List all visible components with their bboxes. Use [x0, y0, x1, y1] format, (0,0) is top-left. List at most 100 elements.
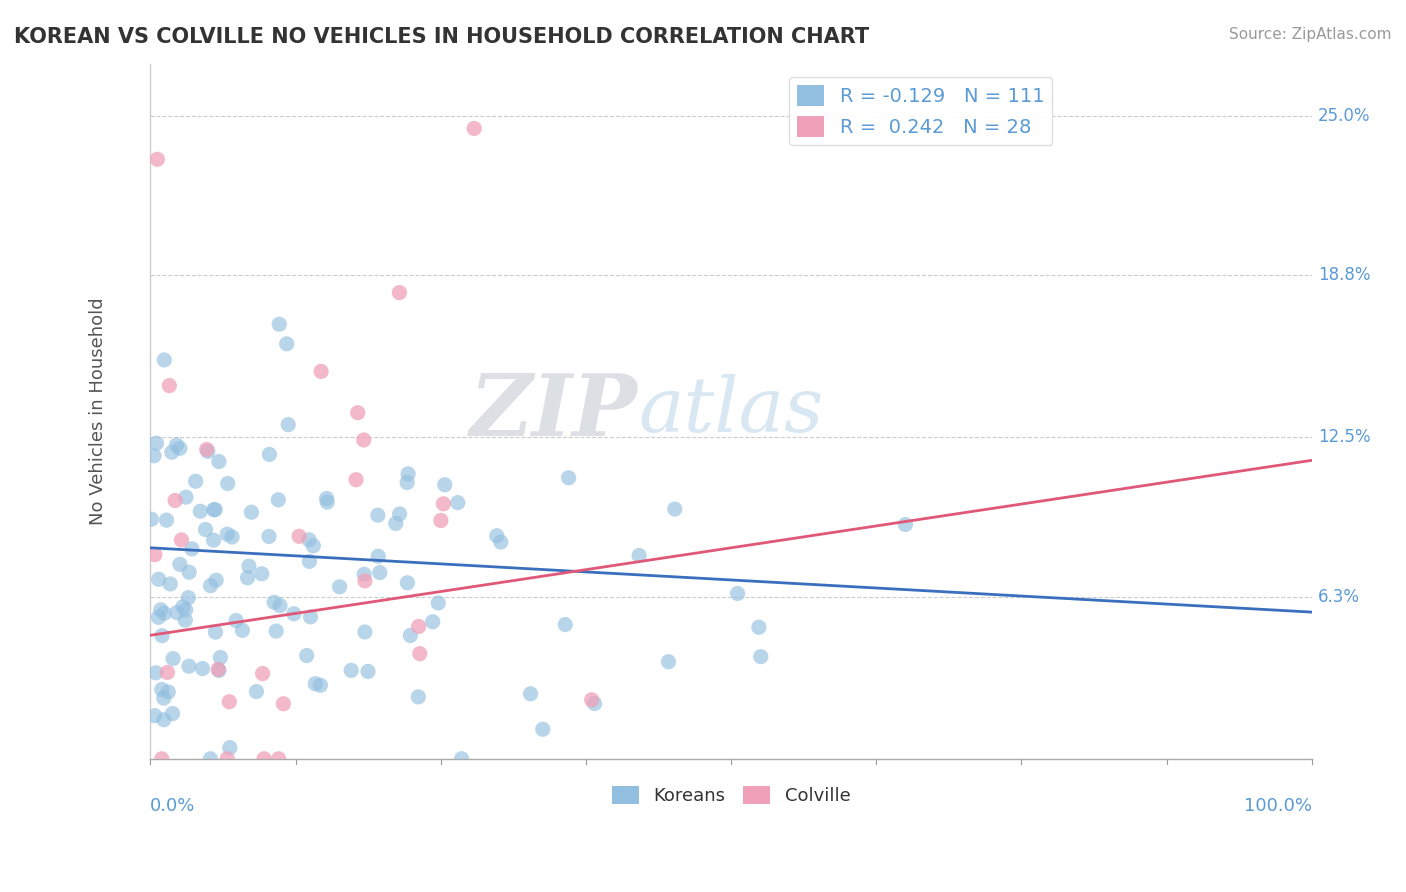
Point [204, 625, 226, 640]
Point [340, 664, 363, 678]
Point [236, 571, 259, 585]
Point [149, 603, 172, 617]
Point [519, 687, 541, 701]
Point [177, 591, 200, 605]
Point [162, 651, 184, 665]
Point [169, 558, 191, 572]
Point [302, 539, 325, 553]
Point [202, 533, 225, 548]
Point [166, 606, 188, 620]
Point [408, 690, 430, 704]
Point [225, 614, 247, 628]
Point [664, 502, 686, 516]
Point [353, 433, 375, 447]
Point [273, 697, 295, 711]
Point [145, 436, 167, 450]
Point [143, 708, 166, 723]
Point [353, 567, 375, 582]
Point [250, 566, 273, 581]
Point [217, 752, 239, 766]
Point [354, 625, 377, 640]
Point [396, 467, 419, 481]
Point [188, 504, 211, 518]
Point [157, 685, 180, 699]
Point [218, 740, 240, 755]
Text: 100.0%: 100.0% [1244, 797, 1312, 815]
Point [200, 752, 222, 766]
Point [160, 445, 183, 459]
Point [172, 599, 194, 614]
Point [157, 378, 180, 392]
Point [269, 318, 291, 332]
Text: KOREAN VS COLVILLE NO VEHICLES IN HOUSEHOLD CORRELATION CHART: KOREAN VS COLVILLE NO VEHICLES IN HOUSEH… [14, 27, 869, 46]
Point [253, 752, 276, 766]
Point [344, 473, 367, 487]
Point [145, 665, 167, 680]
Point [195, 442, 218, 457]
Point [267, 752, 290, 766]
Point [221, 530, 243, 544]
Point [156, 665, 179, 680]
Point [194, 523, 217, 537]
Point [531, 723, 554, 737]
Point [218, 695, 240, 709]
Point [146, 153, 169, 167]
Point [143, 548, 166, 562]
Point [288, 529, 311, 543]
Point [179, 565, 201, 579]
Point [217, 476, 239, 491]
Legend: R = -0.129   N = 111, R =  0.242   N = 28: R = -0.129 N = 111, R = 0.242 N = 28 [789, 78, 1053, 145]
Text: ZIP: ZIP [471, 369, 638, 453]
Point [152, 691, 174, 706]
Point [153, 713, 176, 727]
Point [749, 649, 772, 664]
Point [304, 677, 326, 691]
Text: atlas: atlas [638, 375, 824, 449]
Point [894, 517, 917, 532]
Text: 6.3%: 6.3% [1317, 588, 1360, 606]
Point [165, 493, 187, 508]
Point [205, 573, 228, 587]
Point [204, 502, 226, 516]
Point [432, 497, 454, 511]
Point [295, 648, 318, 663]
Point [240, 505, 263, 519]
Point [422, 615, 444, 629]
Point [141, 512, 163, 526]
Point [277, 417, 299, 432]
Point [174, 603, 197, 617]
Point [150, 682, 173, 697]
Point [208, 454, 231, 468]
Point [433, 477, 456, 491]
Point [148, 610, 170, 624]
Point [450, 752, 472, 766]
Point [150, 752, 173, 766]
Point [263, 595, 285, 609]
Text: 12.5%: 12.5% [1317, 428, 1371, 446]
Point [554, 617, 576, 632]
Point [388, 507, 411, 521]
Point [427, 596, 450, 610]
Point [346, 406, 368, 420]
Point [181, 541, 204, 556]
Point [463, 121, 485, 136]
Point [257, 529, 280, 543]
Point [399, 628, 422, 642]
Point [581, 693, 603, 707]
Point [174, 613, 197, 627]
Point [396, 475, 419, 490]
Point [217, 527, 239, 541]
Point [200, 579, 222, 593]
Point [169, 442, 191, 456]
Point [150, 629, 173, 643]
Point [447, 495, 470, 509]
Text: 18.8%: 18.8% [1317, 266, 1369, 284]
Point [329, 580, 352, 594]
Point [298, 533, 321, 547]
Point [269, 599, 291, 613]
Point [299, 609, 322, 624]
Point [385, 516, 408, 531]
Point [155, 513, 177, 527]
Text: Source: ZipAtlas.com: Source: ZipAtlas.com [1229, 27, 1392, 42]
Point [315, 491, 337, 506]
